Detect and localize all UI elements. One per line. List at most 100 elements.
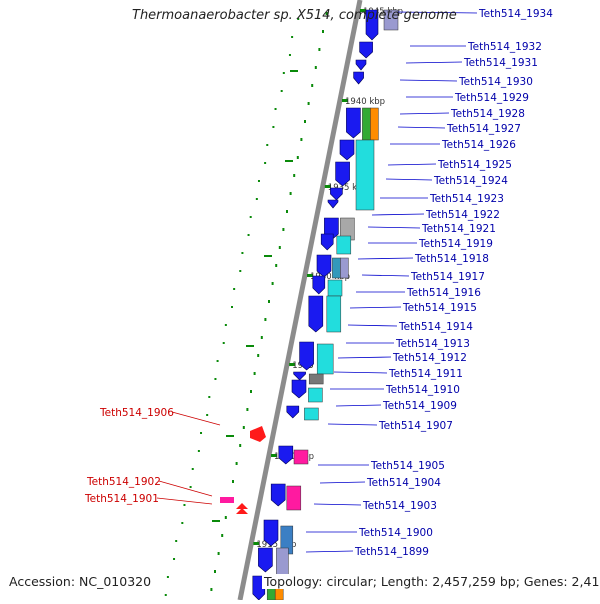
gene-block bbox=[316, 343, 334, 375]
gene-label-leader bbox=[156, 497, 213, 505]
kbp-tick bbox=[271, 454, 277, 457]
guide-dot bbox=[268, 300, 270, 303]
gene-label-leader bbox=[387, 163, 437, 166]
kbp-label: 1945 kbp bbox=[363, 7, 403, 17]
forward-gene-arrow bbox=[270, 483, 286, 507]
guide-dot-outer bbox=[247, 234, 250, 236]
gene-label: Teth514_1917 bbox=[410, 271, 485, 283]
gene-label: Teth514_1912 bbox=[392, 352, 467, 364]
gene-block bbox=[304, 407, 319, 421]
accession-label: Accession: NC_010320 bbox=[9, 574, 152, 589]
guide-dot-outer bbox=[208, 396, 211, 398]
forward-gene-arrow bbox=[308, 295, 324, 333]
gene-label: Teth514_1905 bbox=[370, 460, 445, 472]
guide-dot-outer bbox=[183, 504, 186, 506]
gene-block bbox=[355, 139, 375, 211]
guide-dot-outer bbox=[189, 486, 192, 488]
forward-gene-arrow bbox=[299, 341, 314, 371]
gene-label: Teth514_1923 bbox=[429, 193, 504, 205]
guide-dot bbox=[257, 354, 260, 357]
kbp-tick bbox=[360, 9, 366, 12]
guide-dot bbox=[214, 570, 216, 573]
gene-block bbox=[327, 279, 343, 297]
guide-dot-outer bbox=[255, 198, 258, 200]
guide-dot-outer bbox=[233, 288, 236, 290]
gc-tick-mark bbox=[212, 520, 220, 522]
gene-label: Teth514_1930 bbox=[458, 76, 533, 88]
gc-tick-mark bbox=[246, 345, 254, 347]
map-title: Thermoanaerobacter sp. X514, complete ge… bbox=[132, 8, 457, 23]
guide-dot bbox=[314, 66, 317, 69]
gc-tick-mark bbox=[226, 435, 234, 437]
guide-dot bbox=[286, 210, 288, 213]
guide-dot bbox=[210, 588, 213, 591]
guide-dot-outer bbox=[197, 450, 200, 452]
gene-label-leader bbox=[397, 126, 446, 129]
guide-dot bbox=[307, 102, 310, 105]
gene-block bbox=[293, 449, 309, 465]
gene-label-leader bbox=[313, 503, 362, 506]
gene-label-leader bbox=[367, 226, 421, 229]
forward-gene-arrow bbox=[286, 405, 300, 419]
gene-label: Teth514_1903 bbox=[362, 500, 437, 512]
gene-label-leader bbox=[347, 324, 398, 327]
kbp-label: 1925 kbp bbox=[292, 361, 332, 371]
gene-label: Teth514_1913 bbox=[395, 338, 470, 350]
kbp-label: 1930 kbp bbox=[310, 272, 350, 282]
forward-gene-arrow bbox=[359, 41, 373, 59]
gene-label: Teth514_1911 bbox=[388, 368, 463, 380]
guide-dot-outer bbox=[288, 54, 291, 56]
guide-dot-outer bbox=[206, 414, 209, 416]
guide-dot bbox=[322, 30, 324, 33]
kbp-tick bbox=[342, 99, 348, 102]
gene-label-leader bbox=[327, 423, 378, 426]
guide-dot bbox=[275, 264, 278, 267]
gene-label: Teth514_1918 bbox=[414, 253, 489, 265]
forward-gene-arrow bbox=[263, 519, 279, 547]
forward-gene-arrow bbox=[365, 9, 379, 41]
gene-label-leader bbox=[171, 411, 221, 426]
guide-dot-outer bbox=[264, 162, 267, 164]
guide-dot-outer bbox=[280, 90, 283, 92]
kbp-tick bbox=[289, 363, 296, 366]
guide-dot-outer bbox=[241, 252, 244, 254]
guide-dot-outer bbox=[291, 36, 294, 38]
gene-label-leader bbox=[333, 371, 388, 374]
guide-dot bbox=[311, 84, 314, 87]
gene-label-leader bbox=[335, 404, 382, 407]
gene-label: Teth514_1910 bbox=[385, 384, 460, 396]
gene-label-leader bbox=[158, 480, 213, 497]
gene-label-leader bbox=[337, 356, 392, 359]
reverse-gene-arrow bbox=[250, 426, 266, 442]
guide-dot bbox=[232, 480, 234, 483]
gene-label: Teth514_1931 bbox=[463, 57, 538, 69]
gene-label-leader bbox=[305, 550, 354, 553]
guide-dot bbox=[246, 408, 249, 411]
guide-dot-outer bbox=[222, 342, 225, 344]
gene-block bbox=[332, 257, 341, 279]
guide-dot-outer bbox=[249, 216, 252, 218]
guide-dot-outer bbox=[239, 270, 242, 272]
guide-dot bbox=[260, 336, 263, 339]
guide-dot bbox=[293, 174, 296, 177]
gene-label-leader bbox=[319, 481, 366, 484]
guide-dot-outer bbox=[224, 324, 227, 326]
gene-label: Teth514_1925 bbox=[437, 159, 512, 171]
gene-label-leader bbox=[397, 11, 478, 14]
guide-dot bbox=[289, 192, 292, 195]
kbp-label: 1935 kbp bbox=[328, 183, 368, 193]
forward-gene-arrow bbox=[320, 233, 334, 251]
guide-dot-outer bbox=[164, 594, 167, 596]
forward-gene-arrow bbox=[346, 107, 361, 139]
gene-label: Teth514_1915 bbox=[402, 302, 477, 314]
guide-dot-outer bbox=[266, 144, 269, 146]
guide-dot-outer bbox=[297, 18, 300, 20]
guide-dot-outer bbox=[173, 558, 176, 560]
gene-block bbox=[340, 257, 349, 279]
gene-block bbox=[308, 387, 323, 403]
guide-dot bbox=[224, 516, 227, 519]
gene-label: Teth514_1916 bbox=[406, 287, 481, 299]
gene-label: Teth514_1904 bbox=[366, 477, 441, 489]
guide-dot bbox=[253, 372, 256, 375]
